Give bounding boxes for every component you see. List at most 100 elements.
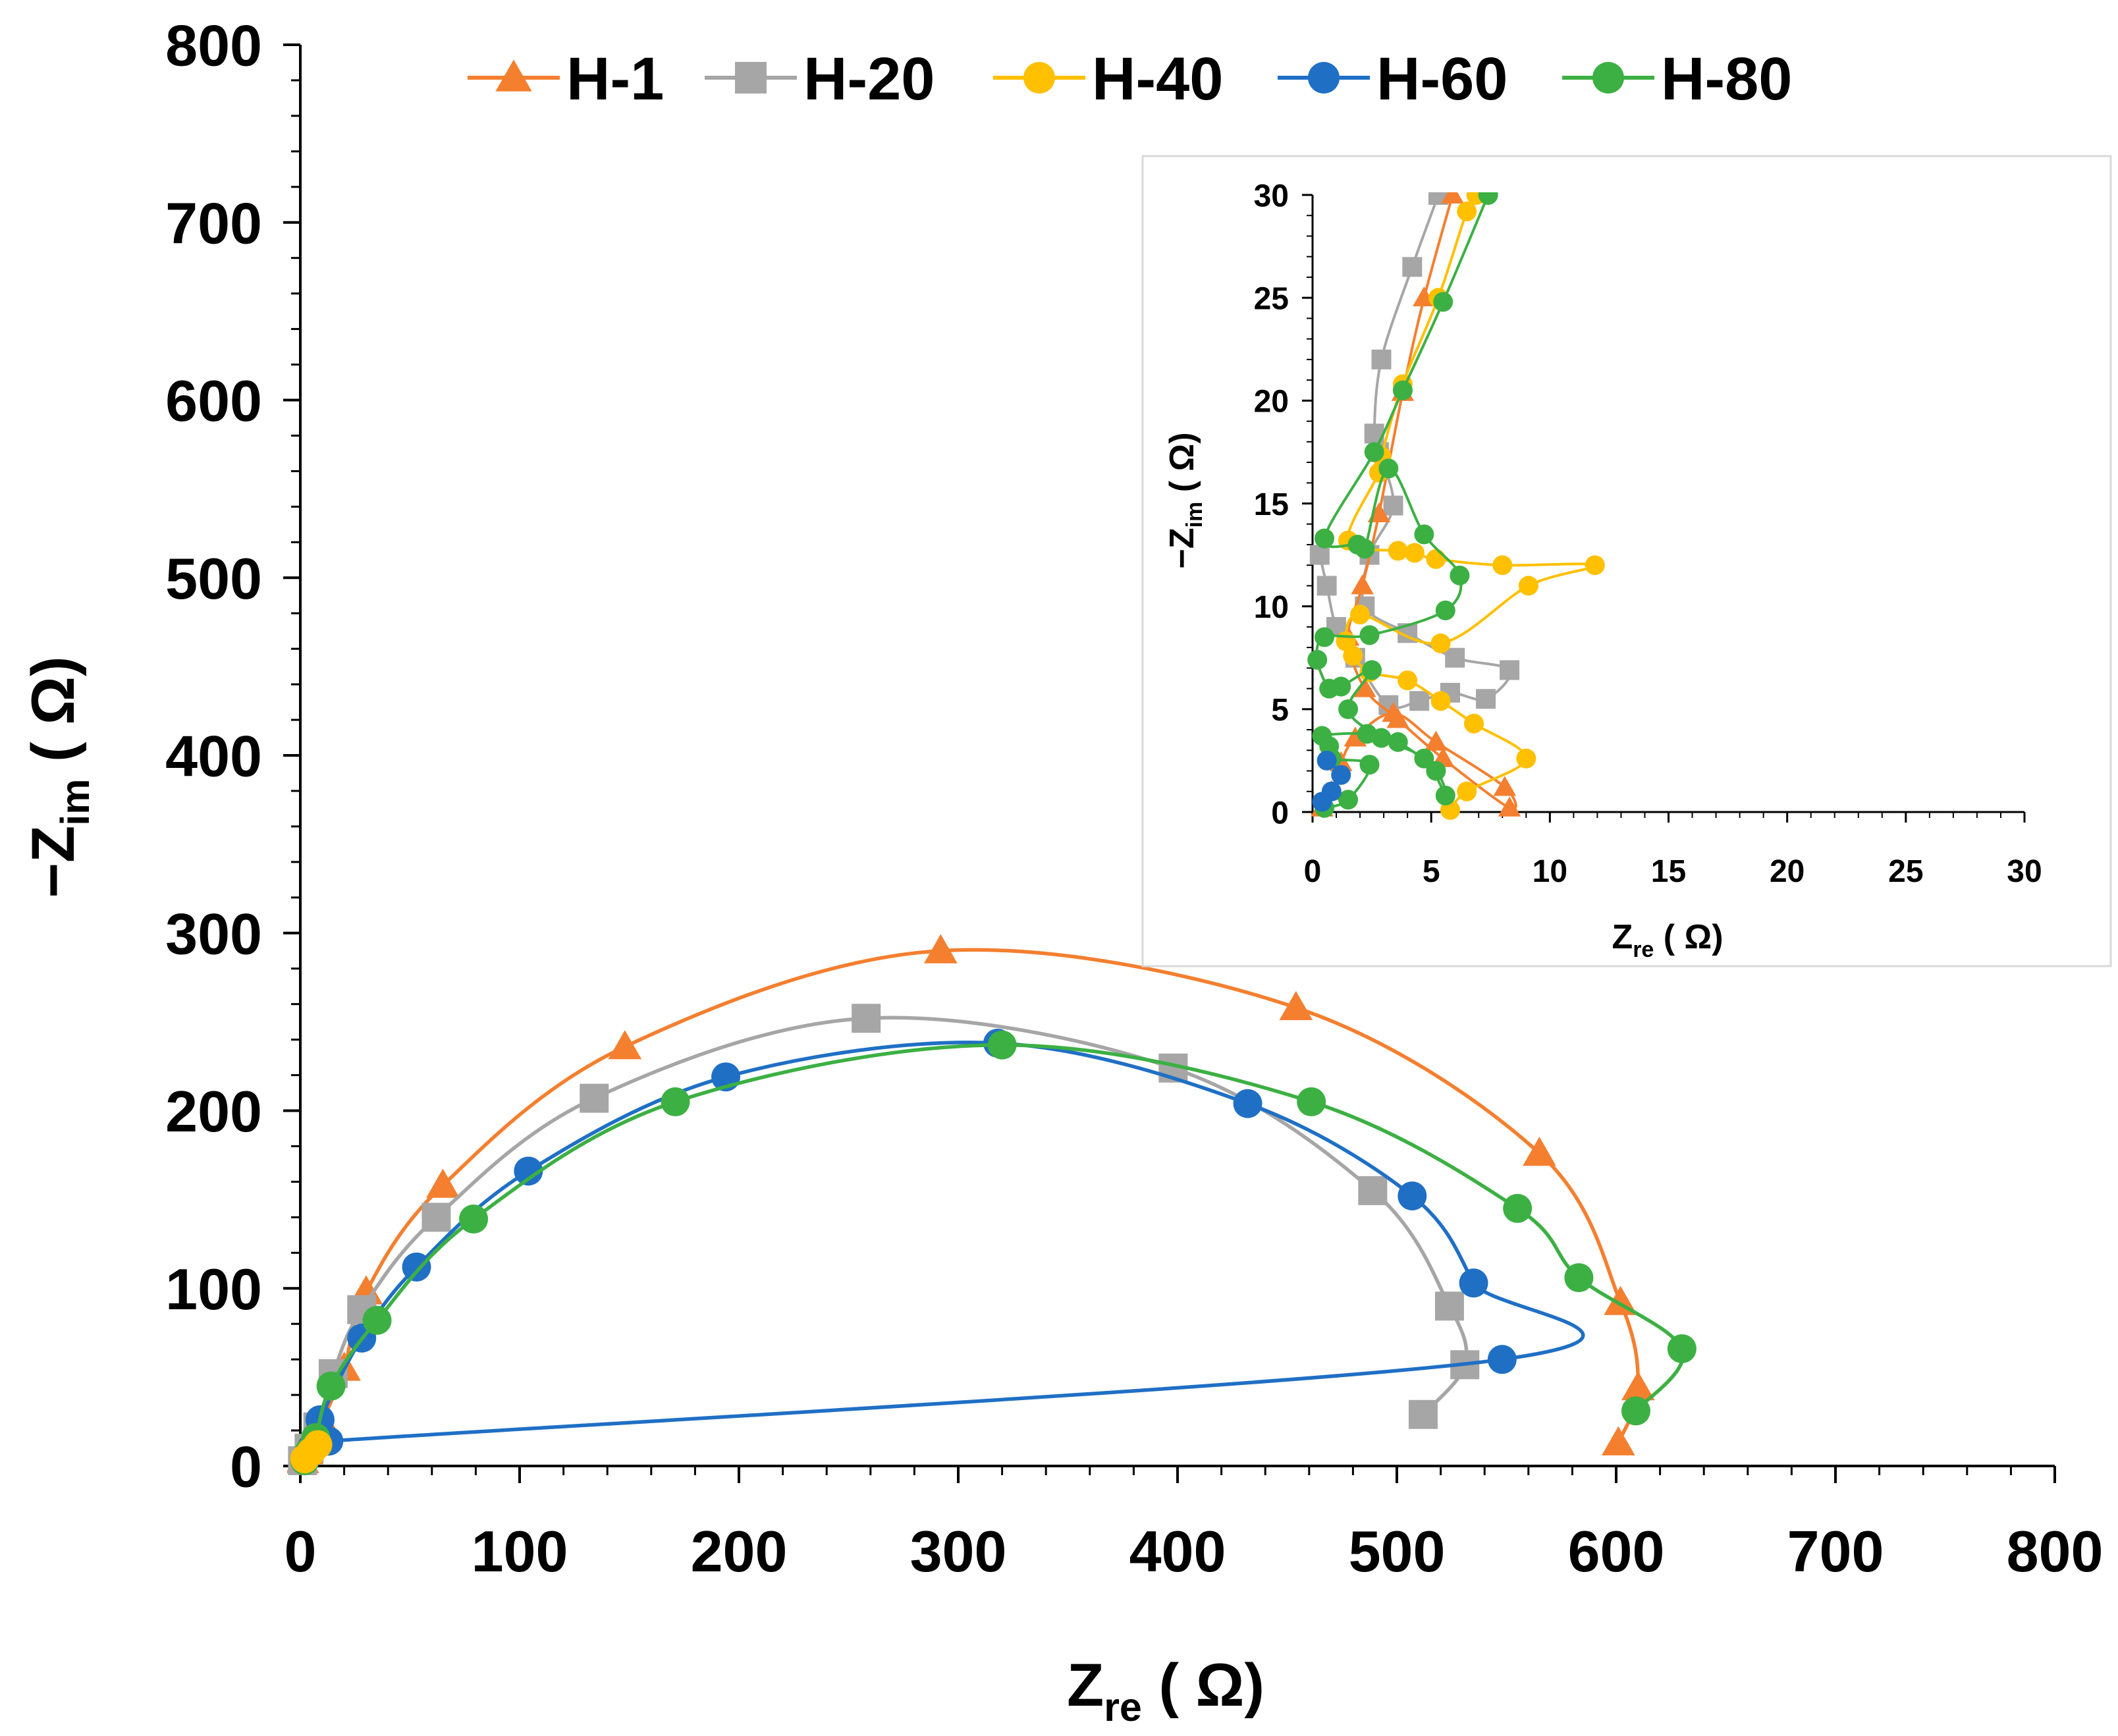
inset-point-h-80 — [1478, 192, 1498, 205]
inset-y-tick-label: 10 — [1254, 590, 1289, 625]
inset-point-h-40 — [1430, 691, 1451, 711]
inset-x-tick-label: 0 — [1304, 854, 1322, 889]
legend-marker-h-20 — [735, 62, 767, 94]
inset-point-h-1 — [1386, 708, 1409, 728]
inset-point-h-20 — [1371, 349, 1392, 369]
inset-point-h-40 — [1430, 633, 1451, 653]
main-point-h-1 — [1602, 1426, 1635, 1455]
main-y-tick-label: 300 — [165, 901, 262, 966]
inset-point-h-1 — [1425, 730, 1448, 751]
main-point-h-20 — [852, 1004, 881, 1033]
main-y-tick-label: 0 — [230, 1434, 262, 1500]
main-x-tick-label: 200 — [691, 1519, 788, 1584]
inset-x-tick-label: 25 — [1888, 854, 1923, 889]
inset-point-h-80 — [1414, 524, 1434, 545]
legend-marker-h-80 — [1592, 62, 1624, 94]
legend: H-1 H-20 H-40 H-60 H-80 — [468, 45, 1792, 113]
inset-point-h-20 — [1383, 495, 1403, 516]
inset-point-h-80 — [1315, 528, 1335, 549]
main-x-axis-title: Zre ( Ω) — [1067, 1652, 1264, 1729]
main-point-h-60 — [402, 1252, 431, 1282]
main-y-tick-label: 600 — [165, 368, 262, 433]
main-point-h-80 — [459, 1205, 489, 1234]
legend-label-h-40: H-40 — [1092, 45, 1223, 113]
inset-x-tick-label: 5 — [1423, 854, 1440, 889]
inset-point-h-20 — [1317, 576, 1337, 596]
inset-point-h-1 — [1498, 796, 1521, 817]
inset-point-h-80 — [1364, 442, 1384, 462]
main-point-h-60 — [514, 1156, 543, 1186]
main-x-tick-label: 700 — [1787, 1519, 1884, 1584]
legend-item-h-80: H-80 — [1562, 45, 1792, 113]
inset-y-tick-label: 15 — [1254, 487, 1289, 522]
inset-point-h-80 — [1378, 458, 1399, 479]
legend-item-h-60: H-60 — [1278, 45, 1507, 113]
main-point-h-60 — [1459, 1268, 1488, 1298]
main-point-h-1 — [1621, 1371, 1655, 1401]
main-x-axis-title-main: Z — [1067, 1652, 1104, 1719]
inset-point-h-80 — [1307, 649, 1328, 670]
main-point-h-1 — [1279, 990, 1313, 1021]
inset-y-axis-title: −Zim ( Ω) — [1163, 432, 1207, 568]
main-point-h-20 — [421, 1203, 451, 1232]
inset-y-tick-label: 5 — [1271, 693, 1289, 728]
inset-point-h-80 — [1433, 292, 1453, 312]
inset-y-tick-label: 30 — [1254, 178, 1289, 213]
main-point-h-80 — [1297, 1087, 1326, 1117]
inset-point-h-80 — [1359, 625, 1380, 645]
main-y-tick-label: 400 — [165, 724, 262, 789]
inset-x-tick-label: 10 — [1533, 854, 1567, 889]
legend-item-h-40: H-40 — [993, 45, 1223, 113]
inset-point-h-20 — [1409, 691, 1430, 711]
main-point-h-60 — [1233, 1089, 1263, 1118]
inset-point-h-80 — [1388, 732, 1408, 752]
inset-point-h-40 — [1350, 605, 1371, 625]
inset-point-h-80 — [1392, 380, 1413, 400]
legend-label-h-60: H-60 — [1376, 45, 1507, 113]
inset-point-h-20 — [1476, 689, 1496, 709]
legend-item-h-1: H-1 — [468, 45, 664, 113]
inset-series-h-80 — [1307, 192, 1498, 818]
inset-point-h-40 — [1457, 781, 1477, 801]
inset-point-h-20 — [1309, 545, 1330, 565]
main-point-h-20 — [1358, 1176, 1388, 1205]
inset-x-tick-label: 30 — [2007, 854, 2042, 889]
main-point-h-80 — [316, 1371, 346, 1401]
inset-point-h-40 — [1404, 543, 1425, 563]
inset-x-axis-title-main: Z — [1612, 918, 1633, 956]
inset-point-h-40 — [1585, 555, 1605, 576]
inset-point-h-40 — [1388, 541, 1408, 561]
main-x-axis-title-sub: re — [1104, 1685, 1142, 1729]
inset-point-h-80 — [1338, 699, 1359, 719]
inset-point-h-60 — [1331, 765, 1351, 785]
main-point-h-80 — [1667, 1334, 1697, 1363]
main-x-axis-title-unit: ( Ω) — [1142, 1652, 1264, 1719]
main-point-h-1 — [426, 1168, 460, 1198]
inset-point-h-1 — [1493, 776, 1517, 796]
inset-point-h-80 — [1338, 790, 1359, 810]
inset-point-h-80 — [1414, 748, 1434, 769]
inset-frame — [1141, 155, 2112, 967]
legend-marker-h-60 — [1308, 62, 1340, 94]
inset-point-h-20 — [1500, 660, 1520, 680]
inset-point-h-80 — [1362, 660, 1382, 680]
inset-point-h-80 — [1359, 755, 1380, 775]
main-plot: 0 100 200 300 400 500 600 700 800010020030040050… — [20, 13, 2103, 1729]
inset-point-h-80 — [1426, 761, 1446, 781]
inset-point-h-1 — [1351, 574, 1374, 595]
inset-point-h-80 — [1319, 678, 1340, 699]
inset-point-h-80 — [1312, 726, 1332, 746]
main-point-h-20 — [1434, 1291, 1464, 1321]
main-x-tick-label: 800 — [2007, 1519, 2104, 1584]
inset-point-h-40 — [1336, 631, 1356, 651]
inset-point-h-80 — [1450, 565, 1470, 585]
legend-marker-h-1 — [495, 59, 532, 92]
inset-point-h-80 — [1371, 728, 1392, 748]
legend-label-h-20: H-20 — [803, 45, 935, 113]
legend-label-h-1: H-1 — [566, 45, 664, 113]
main-y-tick-label: 800 — [165, 13, 262, 78]
main-point-h-60 — [1487, 1345, 1517, 1374]
inset-point-h-60 — [1321, 781, 1342, 801]
inset-point-h-40 — [1426, 549, 1446, 569]
